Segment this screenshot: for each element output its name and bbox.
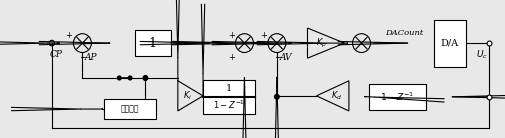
Text: +: + [227, 31, 234, 40]
Text: +: + [260, 31, 267, 40]
Text: AV: AV [279, 53, 291, 62]
Text: $K_i$: $K_i$ [182, 90, 191, 102]
Text: AP: AP [85, 53, 97, 62]
Bar [203, 80, 255, 114]
Bar [134, 30, 170, 56]
Text: −: − [80, 53, 88, 63]
Text: +: + [227, 53, 234, 62]
Bar [368, 84, 426, 110]
Text: 1: 1 [148, 37, 157, 50]
Text: $K_p$: $K_p$ [316, 37, 326, 50]
Text: $1-Z^{-1}$: $1-Z^{-1}$ [380, 91, 414, 103]
Circle shape [274, 94, 279, 99]
Text: +: + [66, 31, 72, 40]
Circle shape [143, 76, 147, 80]
Circle shape [117, 76, 121, 80]
Text: 积分条件: 积分条件 [121, 105, 139, 113]
Text: DACount: DACount [385, 29, 423, 37]
Text: D/A: D/A [440, 39, 458, 48]
Circle shape [128, 76, 132, 80]
Text: CP: CP [50, 50, 63, 59]
Text: $1-Z^{-1}$: $1-Z^{-1}$ [213, 99, 245, 112]
Text: 1: 1 [226, 84, 232, 93]
Bar [433, 20, 465, 67]
Text: $K_d$: $K_d$ [330, 90, 341, 102]
Bar [104, 99, 156, 119]
Text: $U_c$: $U_c$ [475, 48, 487, 61]
Text: −: − [274, 53, 282, 63]
